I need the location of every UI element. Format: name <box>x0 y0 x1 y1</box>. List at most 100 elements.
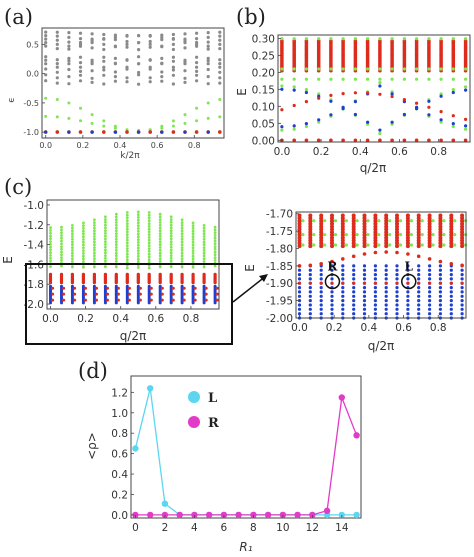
red-point <box>416 232 421 237</box>
green-point <box>125 213 129 217</box>
blue-point <box>415 107 419 111</box>
blue-point <box>308 277 312 281</box>
series-L-point <box>132 445 139 452</box>
green-point <box>93 246 96 250</box>
green-point <box>353 77 357 81</box>
green-point <box>60 231 63 235</box>
y-tick-label: -1.90 <box>266 278 293 290</box>
gray-point <box>171 55 175 59</box>
blue-point <box>352 307 356 311</box>
green-point <box>398 243 403 247</box>
green-point <box>202 226 206 230</box>
green-point <box>453 233 457 237</box>
red-point <box>373 235 378 240</box>
blue-point <box>292 88 296 92</box>
blue-point <box>341 299 345 303</box>
green-point <box>60 250 63 254</box>
blue-point <box>427 99 431 103</box>
green-point <box>158 232 162 236</box>
green-point <box>169 257 173 260</box>
blue-point <box>90 130 94 134</box>
red-point <box>373 224 378 229</box>
blue-point <box>137 130 141 134</box>
green-point <box>125 255 129 259</box>
green-point <box>114 254 118 258</box>
red-point <box>362 224 367 229</box>
red-point <box>405 213 410 218</box>
gray-point <box>148 34 152 38</box>
y-tick-label: 0.4 <box>111 469 128 481</box>
red-point <box>366 91 370 95</box>
gray-point <box>160 62 164 66</box>
gray-point <box>195 69 199 73</box>
x-tick-label: 0.0 <box>291 322 308 334</box>
green-point <box>304 37 308 41</box>
blue-point <box>428 312 432 316</box>
green-point <box>280 37 284 41</box>
green-point <box>60 234 63 237</box>
panel-c-marks <box>48 210 219 305</box>
gray-point <box>55 58 59 62</box>
green-point <box>158 235 162 238</box>
red-point <box>416 213 421 218</box>
legend-L-swatch <box>188 391 200 403</box>
green-point <box>82 240 85 244</box>
red-point <box>308 281 312 285</box>
green-point <box>93 265 96 269</box>
green-point <box>366 219 370 223</box>
green-point <box>147 255 151 259</box>
y-tick-label: -0.5 <box>23 99 39 108</box>
panel-b: (b) 0.0 0.2 0.4 0.6 0.80.000.050.100.150.200… <box>235 5 471 175</box>
blue-point <box>384 268 388 272</box>
green-point <box>329 77 333 81</box>
red-point <box>78 130 83 134</box>
green-point <box>366 77 370 81</box>
gray-point <box>102 82 106 86</box>
blue-point <box>417 312 421 316</box>
gray-point <box>137 48 141 52</box>
green-point <box>147 252 151 256</box>
green-point <box>125 252 129 256</box>
green-point <box>439 67 443 71</box>
green-point <box>125 238 129 242</box>
red-point <box>427 227 432 232</box>
red-point <box>297 227 302 232</box>
red-point <box>160 286 164 290</box>
red-point <box>384 227 389 232</box>
blue-point <box>308 290 312 294</box>
green-point <box>114 212 118 216</box>
red-point <box>449 221 454 226</box>
red-point <box>62 286 66 290</box>
green-point <box>147 211 151 214</box>
green-point <box>304 88 308 92</box>
green-point <box>439 77 443 81</box>
green-point <box>136 266 140 269</box>
green-point <box>415 77 419 81</box>
green-point <box>353 37 357 41</box>
red-point <box>449 232 454 237</box>
red-point <box>449 219 454 223</box>
gray-point <box>171 59 175 63</box>
green-point <box>464 77 468 81</box>
red-point <box>438 241 443 246</box>
green-point <box>114 265 118 269</box>
gray-point <box>206 35 210 40</box>
panel-c-inset-xlabel: q/2π <box>368 339 395 353</box>
blue-point <box>428 290 432 294</box>
green-point <box>44 96 48 100</box>
red-point <box>365 138 370 143</box>
gray-point <box>148 39 152 44</box>
blue-point <box>362 286 367 290</box>
red-point <box>169 281 173 285</box>
red-point <box>438 259 443 264</box>
green-point <box>82 232 85 236</box>
blue-point <box>438 303 442 307</box>
red-point <box>416 224 421 229</box>
green-point <box>333 233 338 237</box>
green-point <box>136 252 140 255</box>
red-point <box>417 281 421 285</box>
blue-point <box>330 277 334 281</box>
gray-point <box>67 40 71 44</box>
green-point <box>169 220 173 224</box>
gray-point <box>218 58 222 62</box>
